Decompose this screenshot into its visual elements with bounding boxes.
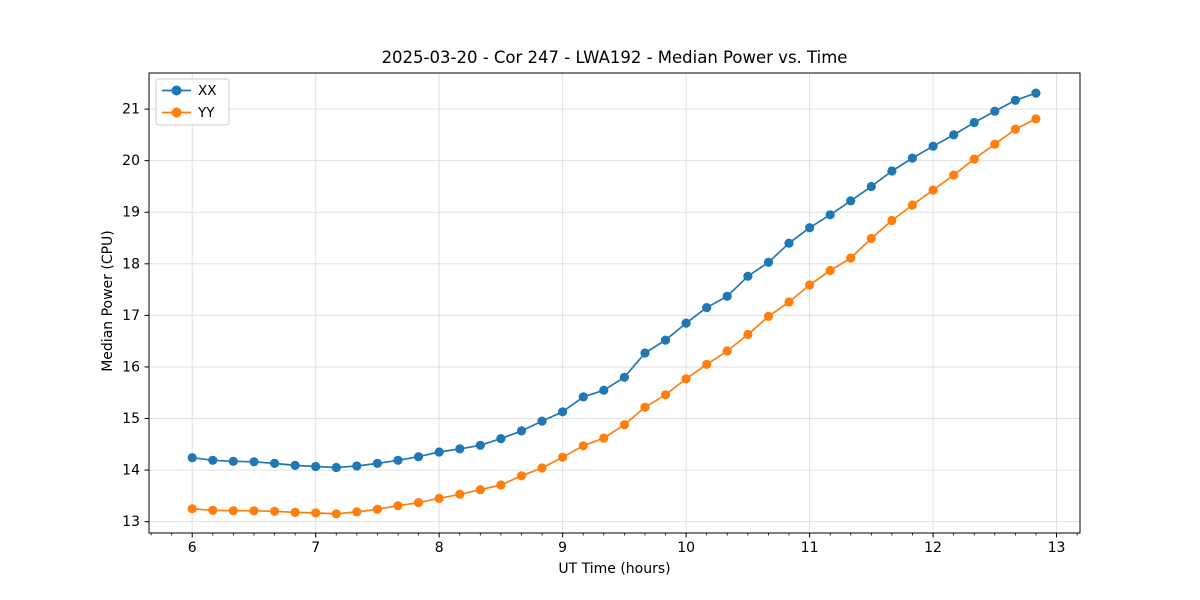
svg-text:9: 9 xyxy=(558,540,567,556)
svg-text:12: 12 xyxy=(924,540,942,556)
series-markers-XX xyxy=(187,88,1041,473)
svg-text:21: 21 xyxy=(122,102,140,118)
svg-text:18: 18 xyxy=(122,256,140,272)
y-tick-labels: 13 14 15 16 17 18 19 20 21 xyxy=(122,102,140,531)
x-axis-label: UT Time (hours) xyxy=(558,561,671,577)
legend-label-XX: XX xyxy=(198,83,217,99)
legend-swatch-marker-XX xyxy=(171,85,182,96)
grid-lines xyxy=(149,73,1080,533)
svg-text:13: 13 xyxy=(122,514,140,530)
svg-text:14: 14 xyxy=(122,463,140,479)
svg-text:20: 20 xyxy=(122,153,140,169)
series-line-XX xyxy=(191,92,1037,469)
x-major-ticks xyxy=(191,533,1058,538)
svg-text:11: 11 xyxy=(801,540,819,556)
svg-text:6: 6 xyxy=(188,540,197,556)
svg-text:16: 16 xyxy=(122,359,140,375)
svg-text:19: 19 xyxy=(122,205,140,221)
legend-label-YY: YY xyxy=(197,105,215,121)
series-markers-YY xyxy=(187,114,1041,519)
legend-swatch-marker-YY xyxy=(171,107,182,118)
svg-text:13: 13 xyxy=(1048,540,1066,556)
series-line-YY xyxy=(191,118,1037,515)
svg-text:10: 10 xyxy=(677,540,695,556)
x-tick-labels: 6 7 8 9 10 11 12 13 xyxy=(188,540,1066,556)
legend-box xyxy=(155,78,230,126)
x-minor-ticks xyxy=(150,533,1078,536)
svg-text:15: 15 xyxy=(122,411,140,427)
svg-text:7: 7 xyxy=(311,540,320,556)
legend: XX YY xyxy=(155,78,230,126)
svg-text:8: 8 xyxy=(435,540,444,556)
chart-title: 2025-03-20 - Cor 247 - LWA192 - Median P… xyxy=(381,48,848,67)
svg-text:17: 17 xyxy=(122,308,140,324)
plot-border xyxy=(148,72,1081,534)
y-major-ticks xyxy=(144,108,149,523)
y-axis-label: Median Power (CPU) xyxy=(100,230,116,372)
